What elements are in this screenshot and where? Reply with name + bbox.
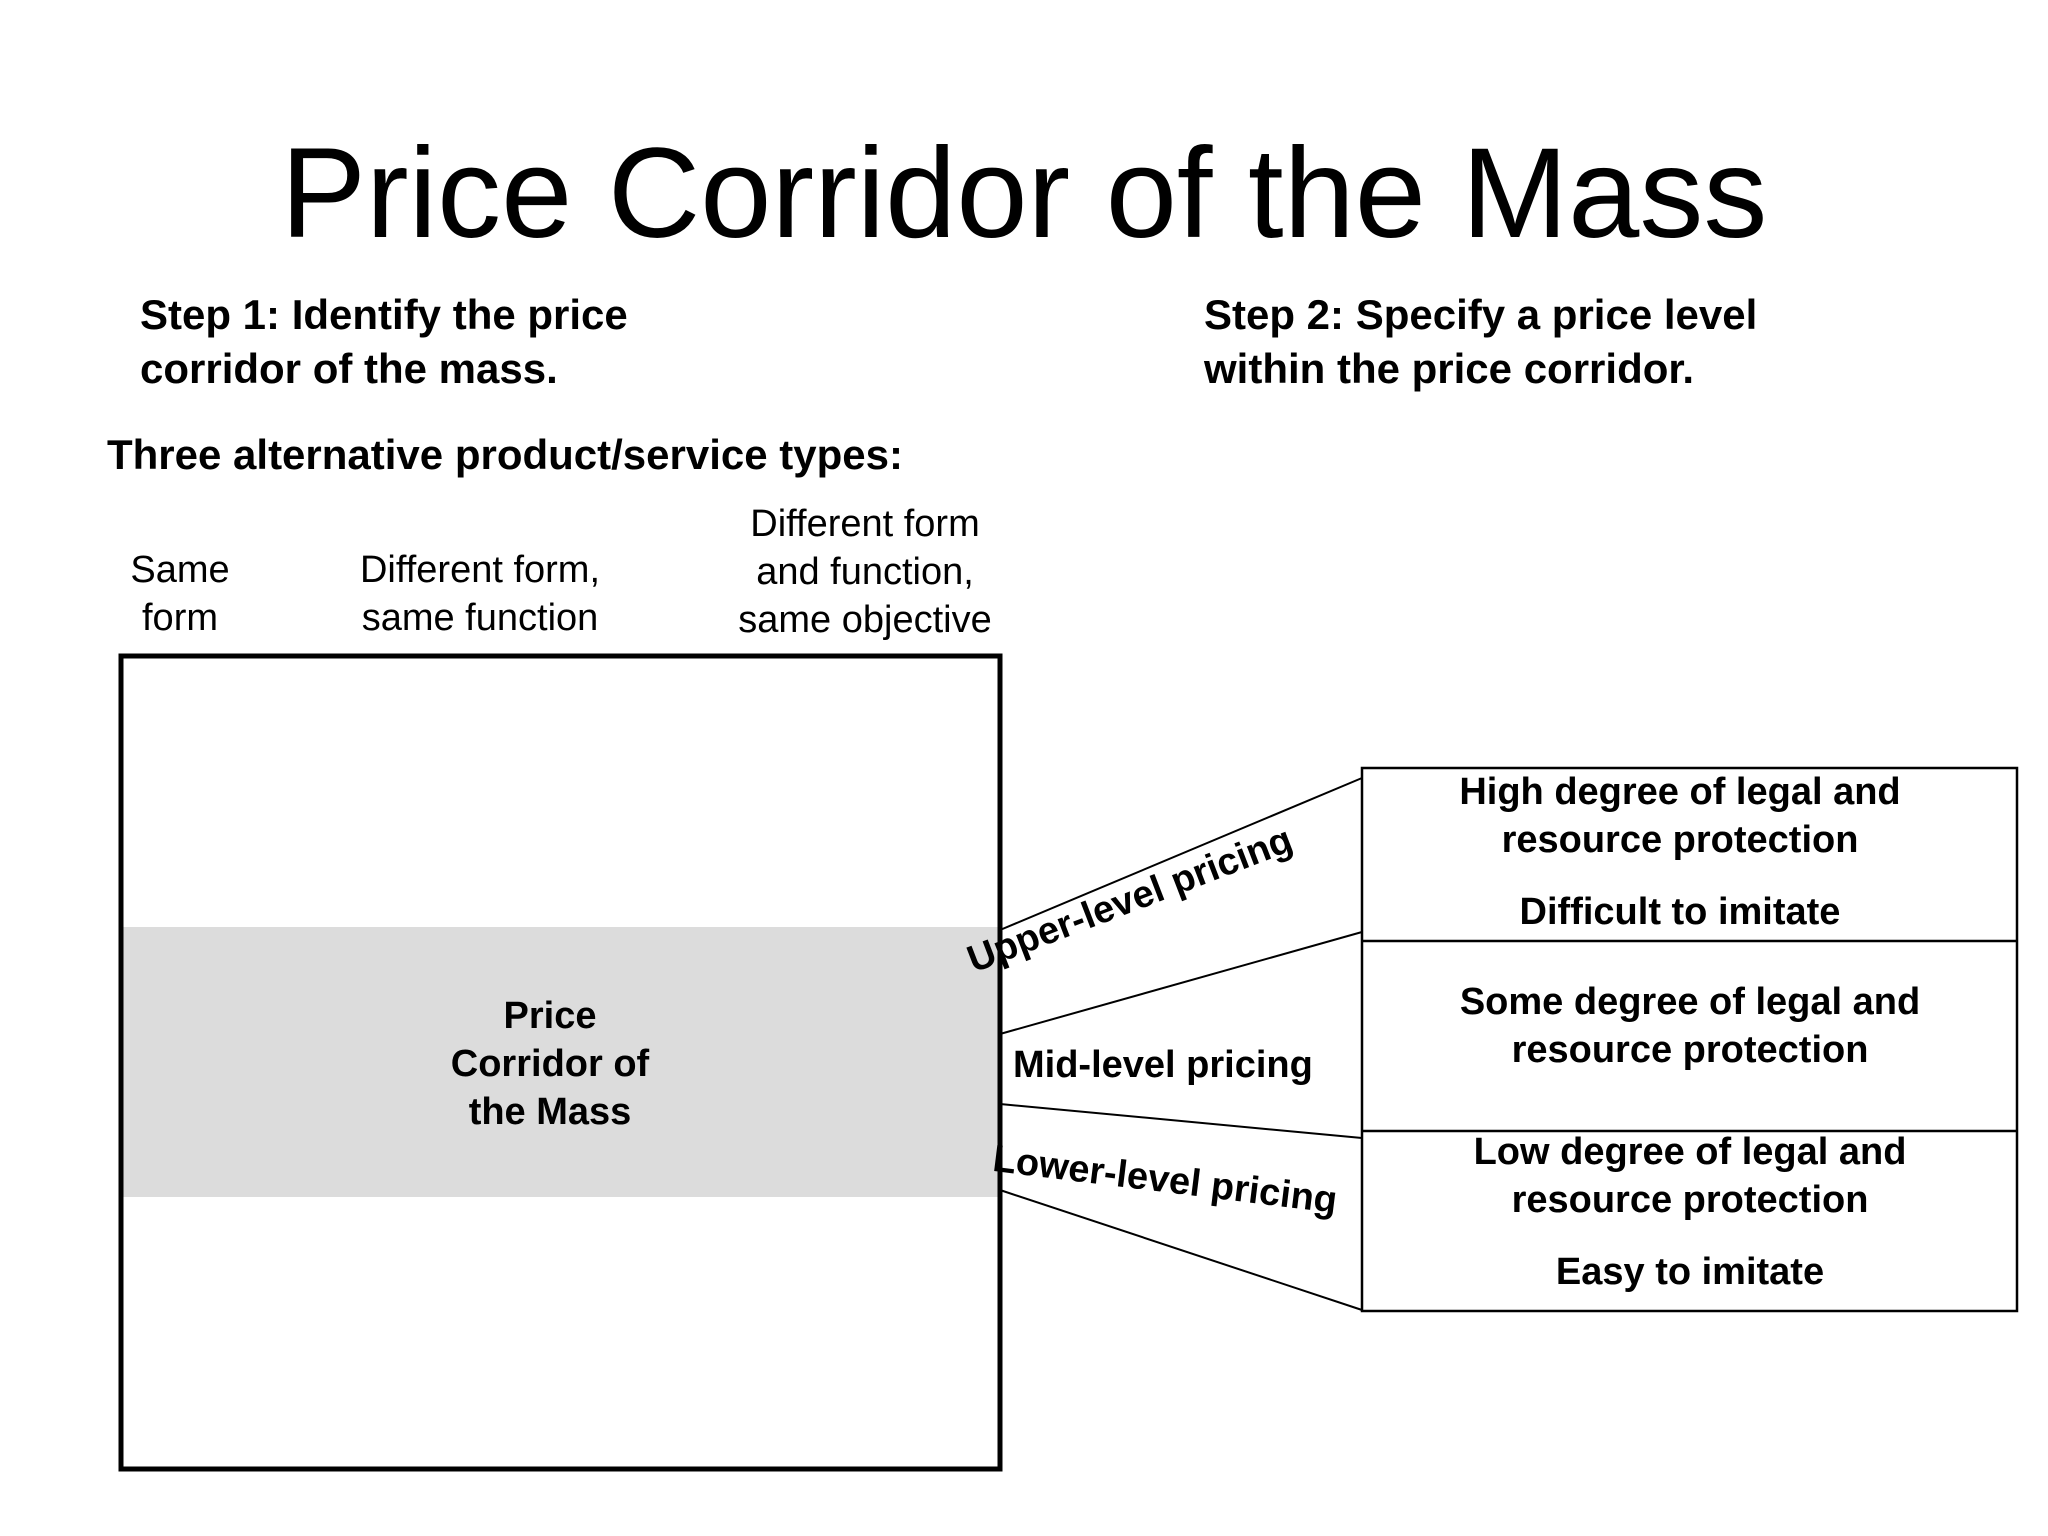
product-types-box xyxy=(118,653,1003,1472)
slide-title: Price Corridor of the Mass xyxy=(280,122,1768,265)
column-header-line: Different form, xyxy=(359,549,601,591)
low-protection-line-1: Low degree of legal and xyxy=(1473,1131,1907,1173)
some-protection-line-1: Some degree of legal and xyxy=(1459,981,1921,1023)
column-header-same-objective: Different form and function, same object… xyxy=(700,500,1030,644)
price-corridor-label: Price Corridor of the Mass xyxy=(400,992,700,1136)
column-header-line: same objective xyxy=(738,599,992,641)
high-protection-line-2: resource protection xyxy=(1501,819,1859,861)
column-header-line: and function, xyxy=(756,551,974,593)
alternatives-heading: Three alternative product/service types: xyxy=(107,431,903,478)
high-protection-line-1: High degree of legal and xyxy=(1459,771,1901,813)
high-protection-text: High degree of legal and resource protec… xyxy=(1356,768,2004,864)
column-header-line: form xyxy=(142,597,218,639)
corridor-label-line: Corridor of xyxy=(450,1043,650,1085)
easy-to-imitate-text: Easy to imitate xyxy=(1555,1251,1825,1293)
step-1-line-2: corridor of the mass. xyxy=(140,345,558,392)
low-protection-line-2: resource protection xyxy=(1511,1179,1869,1221)
corridor-label-line: the Mass xyxy=(468,1091,632,1133)
column-header-same-function: Different form, same function xyxy=(330,546,630,642)
column-header-line: same function xyxy=(361,597,599,639)
step-2-line-1: Step 2: Specify a price level xyxy=(1204,291,1758,338)
some-protection-text: Some degree of legal and resource protec… xyxy=(1356,978,2024,1074)
step-1-text: Step 1: Identify the price corridor of t… xyxy=(140,288,628,396)
column-header-line: Same xyxy=(130,549,230,591)
low-protection-text: Low degree of legal and resource protect… xyxy=(1356,1128,2024,1224)
connector-upper-bottom xyxy=(999,931,1363,1035)
some-protection-line-2: resource protection xyxy=(1511,1029,1869,1071)
corridor-label-line: Price xyxy=(503,995,597,1037)
mid-level-pricing-label: Mid-level pricing xyxy=(1013,1044,1313,1086)
connector-upper-top xyxy=(999,777,1363,931)
price-corridor-band xyxy=(123,927,998,1197)
step-2-line-2: within the price corridor. xyxy=(1204,345,1695,392)
step-1-line-1: Step 1: Identify the price xyxy=(140,291,628,338)
column-header-line: Different form xyxy=(750,503,980,545)
connector-lower-bottom xyxy=(999,1189,1363,1311)
step-2-text: Step 2: Specify a price level within the… xyxy=(1204,288,1757,396)
difficult-to-imitate-text: Difficult to imitate xyxy=(1519,891,1841,933)
column-header-same-form: Same form xyxy=(80,546,280,642)
connector-mid-bottom xyxy=(999,1103,1363,1139)
protection-box xyxy=(1360,766,2019,1313)
